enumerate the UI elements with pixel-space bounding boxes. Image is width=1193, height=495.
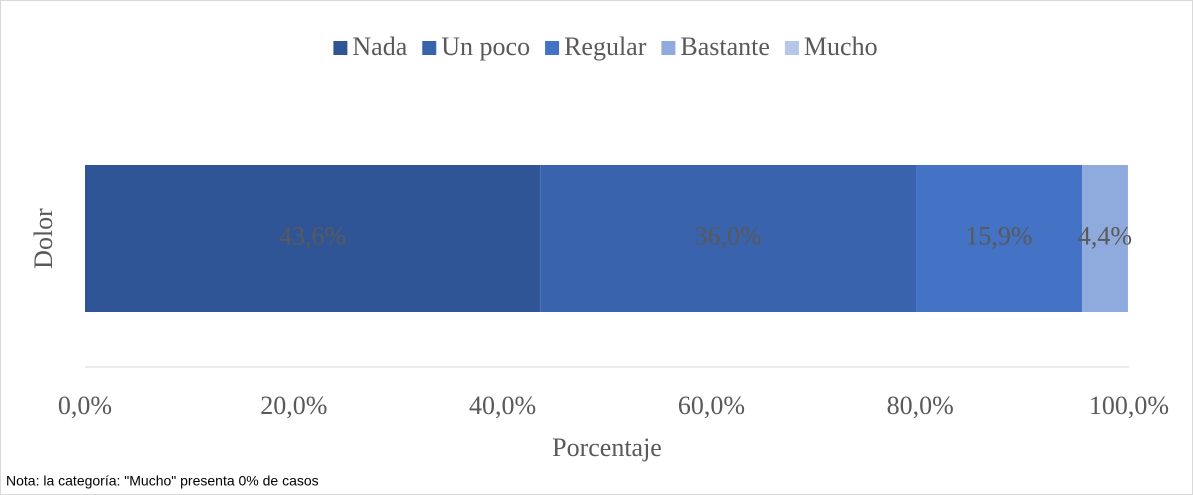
- x-tick-label: 80,0%: [887, 391, 954, 420]
- y-tick-label: Dolor: [29, 208, 58, 269]
- legend-label: Bastante: [680, 32, 770, 61]
- bar-segment: [1082, 165, 1128, 312]
- legend-swatch: [784, 41, 799, 55]
- legend-swatch: [545, 41, 560, 55]
- data-label: 43,6%: [279, 221, 346, 250]
- x-tick-label: 0,0%: [58, 391, 112, 420]
- legend-swatch: [422, 41, 437, 55]
- data-label: 15,9%: [965, 221, 1032, 250]
- note: Nota: la categoría: "Mucho" presenta 0% …: [6, 473, 319, 489]
- x-tick-label: 40,0%: [469, 391, 536, 420]
- legend-swatch: [661, 41, 676, 55]
- bar-segment: [85, 165, 541, 312]
- x-axis-title: Porcentaje: [552, 433, 662, 462]
- legend-label: Mucho: [804, 32, 878, 61]
- legend-label: Nada: [352, 32, 407, 61]
- bar-segment: [916, 165, 1083, 312]
- x-tick-label: 60,0%: [678, 391, 745, 420]
- x-tick-label: 20,0%: [260, 391, 327, 420]
- legend-label: Regular: [564, 32, 647, 61]
- x-tick-label: 100,0%: [1089, 391, 1169, 420]
- data-label: 36,0%: [695, 221, 762, 250]
- legend-label: Un poco: [441, 32, 530, 61]
- legend-swatch: [333, 41, 348, 55]
- bar-segment: [540, 165, 917, 312]
- data-label: 4,4%: [1078, 221, 1132, 250]
